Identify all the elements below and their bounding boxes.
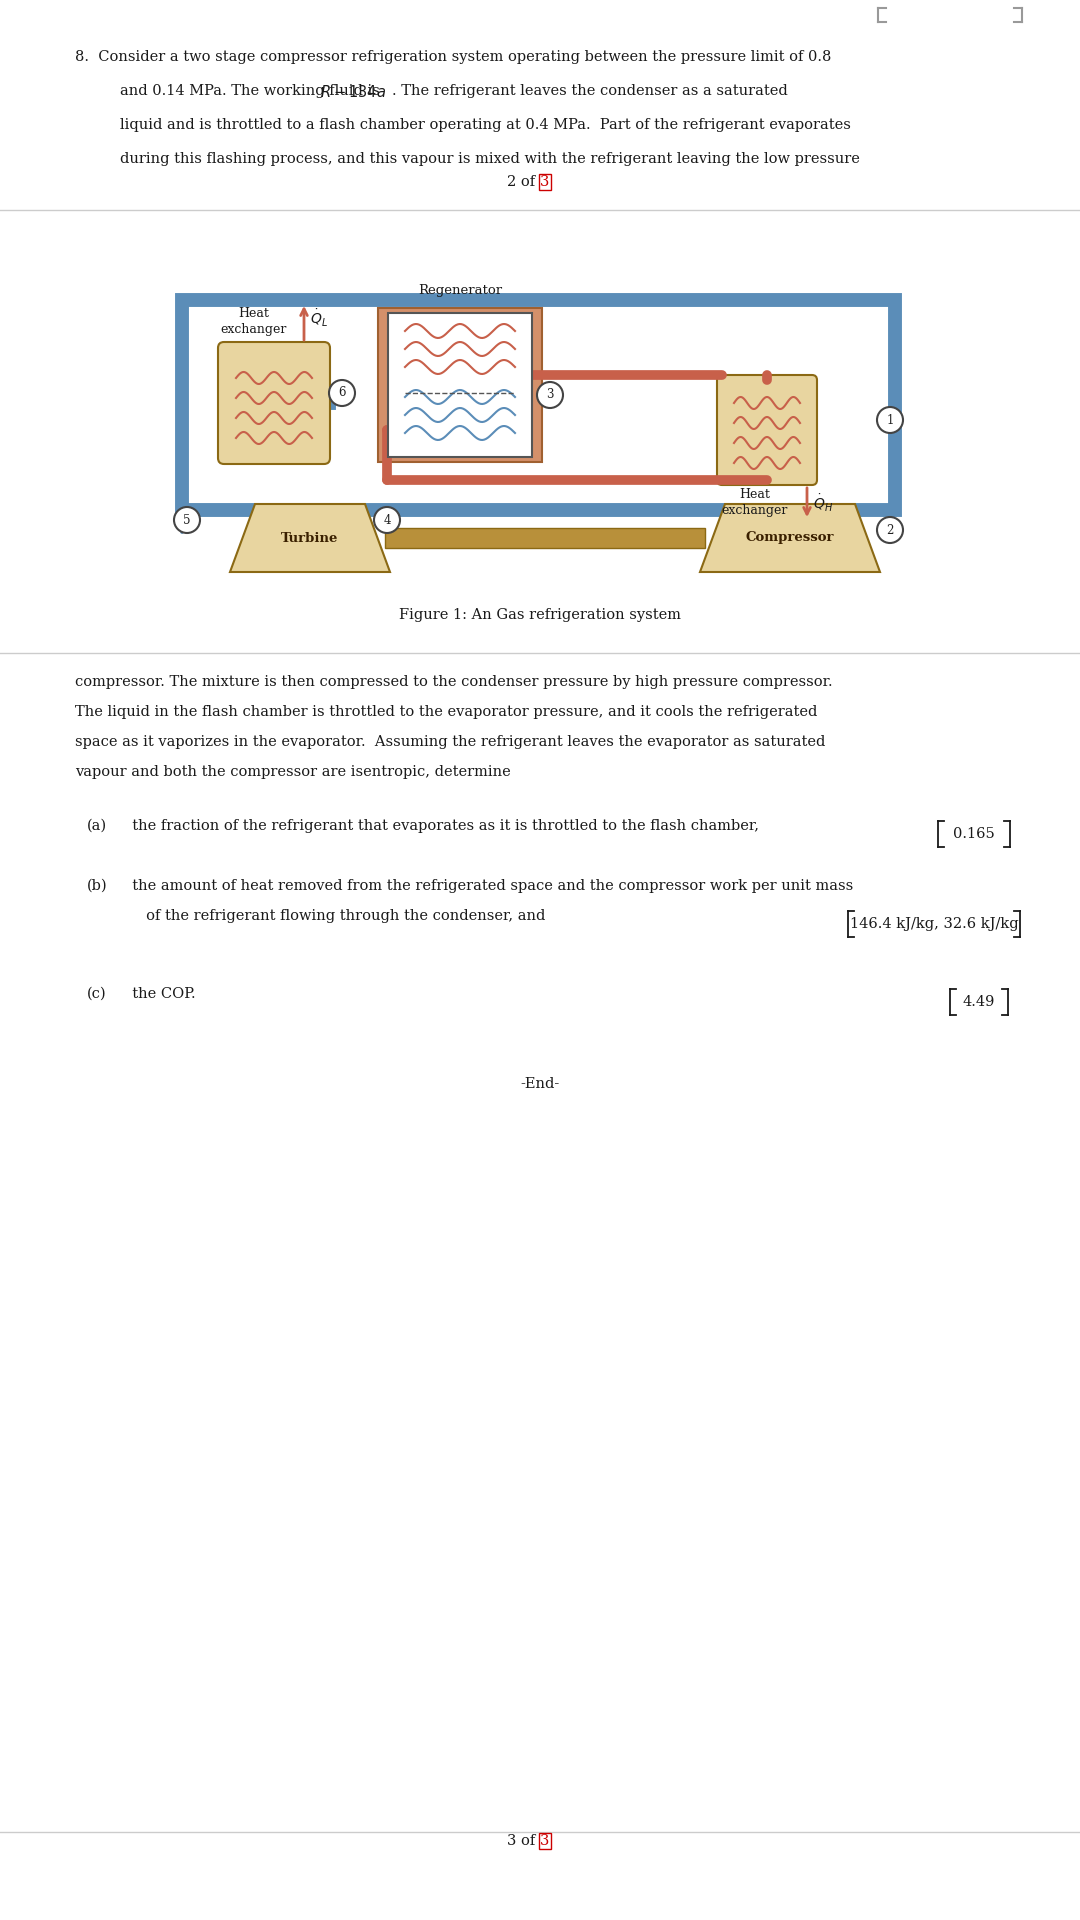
Text: 5: 5 (184, 513, 191, 526)
Text: 2 of: 2 of (508, 175, 540, 188)
Text: Regenerator: Regenerator (418, 284, 502, 298)
Polygon shape (700, 503, 880, 572)
Text: of the refrigerant flowing through the condenser, and: of the refrigerant flowing through the c… (123, 908, 545, 924)
Text: space as it vaporizes in the evaporator.  Assuming the refrigerant leaves the ev: space as it vaporizes in the evaporator.… (75, 735, 825, 749)
Circle shape (329, 380, 355, 405)
FancyBboxPatch shape (218, 342, 330, 465)
Text: 3 of: 3 of (508, 1834, 540, 1847)
Text: $\dot{Q}_H$: $\dot{Q}_H$ (813, 492, 833, 513)
Text: 4.49: 4.49 (962, 995, 995, 1010)
Text: 1: 1 (887, 413, 893, 426)
Text: during this flashing process, and this vapour is mixed with the refrigerant leav: during this flashing process, and this v… (120, 152, 860, 165)
FancyBboxPatch shape (388, 313, 532, 457)
Text: vapour and both the compressor are isentropic, determine: vapour and both the compressor are isent… (75, 764, 511, 780)
Circle shape (877, 516, 903, 543)
Text: 2: 2 (887, 524, 893, 536)
Text: exchanger: exchanger (721, 503, 788, 516)
Text: $R - 134a$: $R - 134a$ (320, 84, 386, 100)
Text: (c): (c) (87, 987, 107, 1000)
Text: 3: 3 (546, 388, 554, 401)
Bar (384, 528, 705, 547)
Text: 8.  Consider a two stage compressor refrigeration system operating between the p: 8. Consider a two stage compressor refri… (75, 50, 832, 63)
Text: 0.165: 0.165 (954, 828, 995, 841)
Text: liquid and is throttled to a flash chamber operating at 0.4 MPa.  Part of the re: liquid and is throttled to a flash chamb… (120, 117, 851, 132)
Text: (a): (a) (87, 820, 107, 833)
Text: -End-: -End- (521, 1077, 559, 1091)
Text: $\dot{Q}_L$: $\dot{Q}_L$ (310, 307, 328, 328)
Circle shape (374, 507, 400, 534)
Circle shape (174, 507, 200, 534)
Circle shape (877, 407, 903, 434)
Text: the COP.: the COP. (123, 987, 195, 1000)
Text: 4: 4 (383, 513, 391, 526)
Text: Figure 1: An Gas refrigeration system: Figure 1: An Gas refrigeration system (399, 609, 681, 622)
Circle shape (537, 382, 563, 409)
Text: Compressor: Compressor (746, 532, 834, 545)
Text: the fraction of the refrigerant that evaporates as it is throttled to the flash : the fraction of the refrigerant that eva… (123, 820, 759, 833)
FancyBboxPatch shape (717, 374, 816, 486)
Text: the amount of heat removed from the refrigerated space and the compressor work p: the amount of heat removed from the refr… (123, 879, 853, 893)
Text: 3: 3 (540, 1834, 550, 1847)
Text: 6: 6 (338, 386, 346, 399)
Text: . The refrigerant leaves the condenser as a saturated: . The refrigerant leaves the condenser a… (392, 84, 787, 98)
Text: Heat: Heat (740, 488, 770, 501)
Text: Turbine: Turbine (281, 532, 339, 545)
Text: exchanger: exchanger (220, 323, 287, 336)
Text: compressor. The mixture is then compressed to the condenser pressure by high pre: compressor. The mixture is then compress… (75, 676, 833, 689)
Text: Heat: Heat (239, 307, 269, 321)
Text: 146.4 kJ/kg, 32.6 kJ/kg: 146.4 kJ/kg, 32.6 kJ/kg (850, 918, 1018, 931)
Polygon shape (230, 503, 390, 572)
Text: The liquid in the flash chamber is throttled to the evaporator pressure, and it : The liquid in the flash chamber is throt… (75, 705, 818, 718)
FancyBboxPatch shape (378, 307, 542, 463)
Text: (b): (b) (87, 879, 108, 893)
Text: and 0.14 MPa. The working fluid is: and 0.14 MPa. The working fluid is (120, 84, 384, 98)
Text: 3: 3 (540, 175, 550, 188)
